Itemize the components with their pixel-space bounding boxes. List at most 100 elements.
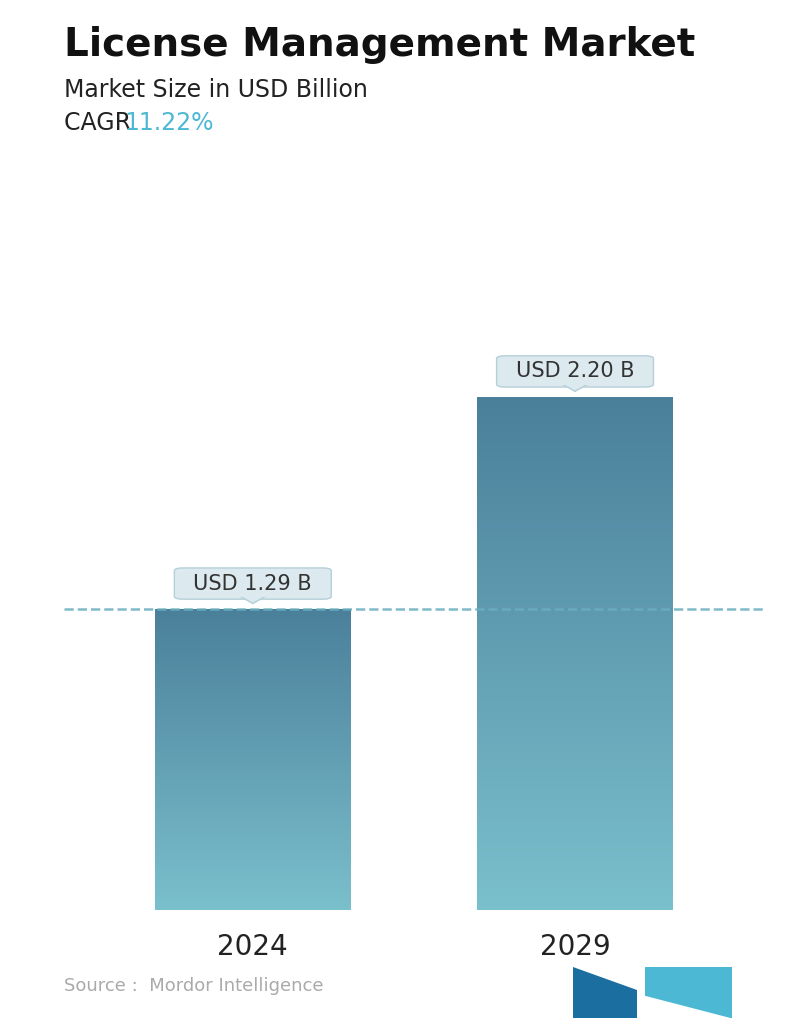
Bar (477, 843, 673, 845)
Bar (477, 803, 673, 805)
Bar (154, 802, 351, 803)
Bar (477, 540, 673, 543)
Bar (477, 693, 673, 695)
Bar (154, 680, 351, 681)
Bar (477, 811, 673, 813)
Bar (477, 419, 673, 421)
Bar (154, 686, 351, 688)
Bar (477, 622, 673, 625)
Bar (154, 761, 351, 762)
Bar (154, 683, 351, 686)
Bar (477, 599, 673, 601)
Bar (154, 848, 351, 850)
Bar (154, 874, 351, 875)
Bar (154, 784, 351, 786)
Bar (477, 740, 673, 742)
Bar (477, 657, 673, 659)
Bar (154, 907, 351, 908)
Bar (477, 680, 673, 682)
Bar (154, 755, 351, 757)
Polygon shape (573, 968, 637, 1018)
Bar (477, 863, 673, 865)
Bar (154, 742, 351, 743)
Bar (154, 813, 351, 815)
Bar (154, 626, 351, 628)
Bar (477, 874, 673, 876)
Bar (477, 589, 673, 591)
Bar (154, 766, 351, 767)
Bar (154, 906, 351, 907)
Bar (154, 904, 351, 905)
Bar (154, 870, 351, 871)
Bar (154, 840, 351, 841)
Bar (154, 860, 351, 861)
Bar (477, 397, 673, 399)
Bar (477, 612, 673, 614)
Bar (477, 448, 673, 450)
Bar (154, 658, 351, 660)
Bar (477, 677, 673, 679)
Bar (154, 787, 351, 789)
Bar (477, 830, 673, 833)
Bar (154, 709, 351, 710)
Bar (154, 716, 351, 718)
Bar (477, 821, 673, 823)
Bar (477, 573, 673, 575)
Text: License Management Market: License Management Market (64, 26, 695, 64)
Bar (477, 882, 673, 884)
Bar (154, 611, 351, 612)
Bar (477, 584, 673, 587)
Bar (154, 734, 351, 735)
Bar (477, 871, 673, 873)
Bar (477, 728, 673, 730)
Bar (477, 566, 673, 568)
Bar (477, 890, 673, 892)
Bar (154, 833, 351, 834)
Bar (477, 523, 673, 525)
Bar (154, 669, 351, 670)
FancyBboxPatch shape (497, 356, 654, 387)
Bar (477, 895, 673, 898)
Bar (477, 484, 673, 486)
Bar (154, 827, 351, 828)
Bar (154, 610, 351, 611)
Bar (154, 865, 351, 866)
Bar (477, 827, 673, 829)
Polygon shape (573, 968, 637, 991)
Bar (477, 525, 673, 527)
Bar (154, 693, 351, 695)
Bar (477, 908, 673, 910)
Bar (477, 752, 673, 755)
Bar (477, 468, 673, 470)
Bar (477, 638, 673, 640)
Bar (154, 825, 351, 827)
Bar (477, 463, 673, 465)
Bar (154, 735, 351, 736)
Bar (477, 631, 673, 633)
Bar (477, 798, 673, 800)
Bar (154, 639, 351, 640)
Bar (154, 820, 351, 822)
Bar (154, 854, 351, 856)
Bar (154, 846, 351, 847)
Bar (154, 803, 351, 804)
Bar (154, 790, 351, 792)
Bar (154, 826, 351, 828)
Bar (477, 479, 673, 481)
Bar (477, 446, 673, 449)
Bar (477, 570, 673, 572)
Bar (154, 706, 351, 707)
Bar (154, 703, 351, 704)
Bar (477, 872, 673, 874)
Bar (477, 746, 673, 748)
Bar (477, 639, 673, 641)
Bar (477, 702, 673, 705)
Bar (477, 417, 673, 419)
Text: 2024: 2024 (217, 934, 288, 962)
Bar (154, 645, 351, 646)
Bar (154, 676, 351, 677)
Bar (477, 777, 673, 779)
Bar (154, 780, 351, 781)
Bar (477, 450, 673, 452)
Bar (477, 490, 673, 493)
